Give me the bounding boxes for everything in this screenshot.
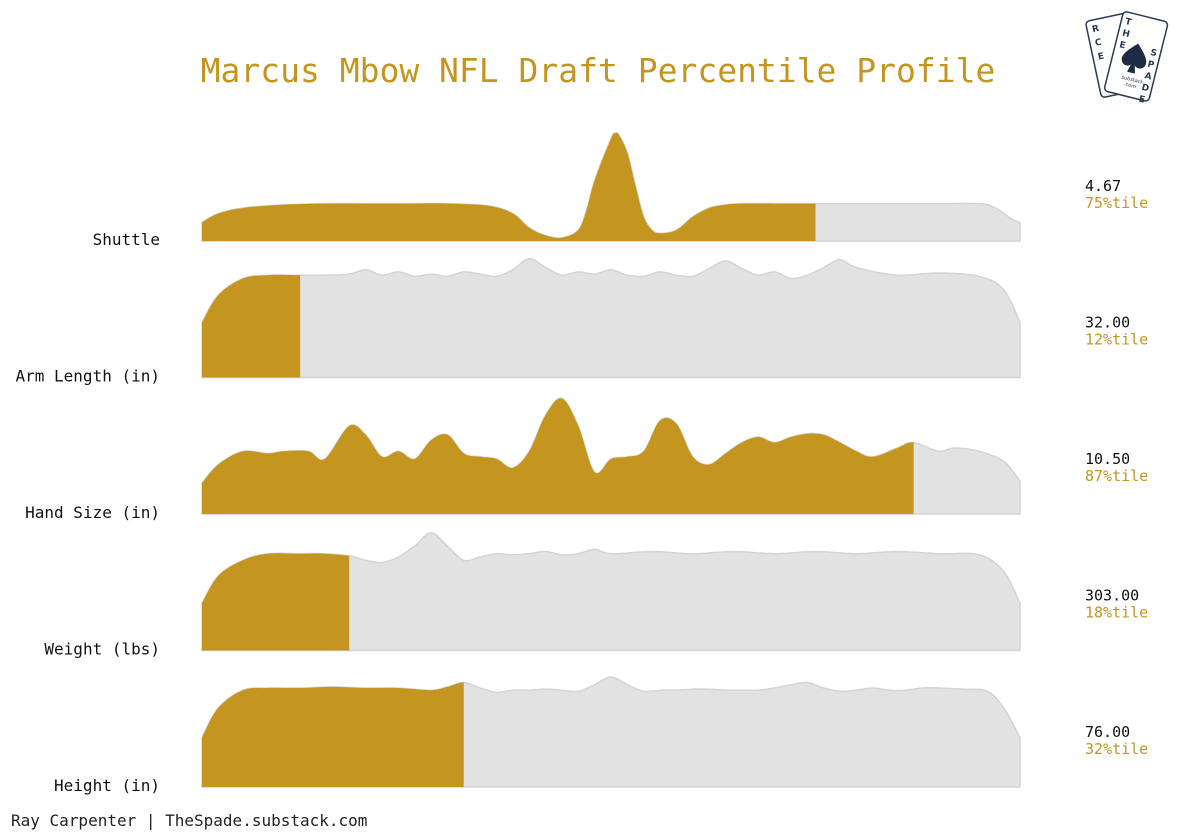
value-label: 32.00 [1085,314,1130,332]
percentile-label: 18%tile [1085,604,1148,622]
row-label: Height (in) [54,776,160,795]
row-label: Shuttle [93,230,160,249]
spade-icon [1121,43,1147,74]
logo-small-text: .com [1123,81,1136,90]
logo-letter: A [1143,71,1152,82]
logo-small-text: substack [1121,75,1144,86]
credit-text: Ray Carpenter | TheSpade.substack.com [11,811,367,830]
logo-letter: E [1097,51,1105,62]
logo-letter: H [1121,29,1131,41]
percentile-label: 12%tile [1085,331,1148,349]
percentile-fill [202,274,301,378]
logo-letter: E [1138,95,1146,106]
percentile-label: 75%tile [1085,194,1148,212]
logo-letter: E [1118,40,1126,51]
value-label: 76.00 [1085,723,1130,741]
row-label: Weight (lbs) [44,640,160,659]
value-label: 303.00 [1085,587,1139,605]
percentile-label: 87%tile [1085,467,1148,485]
value-label: 4.67 [1085,177,1121,195]
logo-letter: P [1146,60,1155,71]
row-label: Arm Length (in) [16,367,161,386]
row-label: Hand Size (in) [25,503,160,522]
logo-letter: R [1091,24,1100,35]
value-label: 10.50 [1085,450,1130,468]
logo-letter: C [1094,38,1103,49]
percentile-fill [202,132,816,241]
logo-letter: T [1124,17,1133,28]
logo-letter: S [1149,48,1158,59]
percentile-fill [202,398,914,514]
density-area [201,257,1021,379]
percentile-fill [202,682,464,787]
the-spade-logo: R C E T H E S P A D E substack .com [1085,11,1169,106]
chart-title: Marcus Mbow NFL Draft Percentile Profile [201,51,996,90]
percentile-fill [202,553,350,651]
percentile-label: 32%tile [1085,740,1148,758]
logo-letter: D [1140,83,1150,95]
